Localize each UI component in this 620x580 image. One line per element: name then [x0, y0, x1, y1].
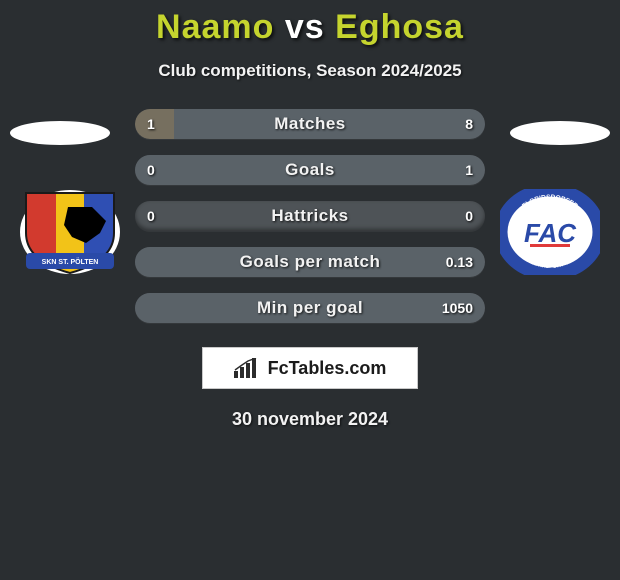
- stat-value-right: 1050: [442, 300, 473, 316]
- stat-bar: Goals per match 0.13: [135, 247, 485, 277]
- comparison-stage: SKN ST. PÖLTEN FLORIDSDORFER ATHLETIKSPO…: [0, 109, 620, 323]
- stat-bar: Min per goal 1050: [135, 293, 485, 323]
- logo-text: FcTables.com: [268, 358, 387, 379]
- page-title: Naamo vs Eghosa: [0, 0, 620, 47]
- stat-value-left: 1: [147, 116, 155, 132]
- club-badge-left: SKN ST. PÖLTEN: [20, 189, 120, 275]
- stat-bar: Goals 0 1: [135, 155, 485, 185]
- stat-value-left: 0: [147, 208, 155, 224]
- stat-value-right: 1: [465, 162, 473, 178]
- title-right: Eghosa: [335, 8, 464, 46]
- svg-text:SKN ST. PÖLTEN: SKN ST. PÖLTEN: [42, 257, 99, 266]
- flag-right: [510, 121, 610, 145]
- stat-value-right: 0: [465, 208, 473, 224]
- stat-value-right: 8: [465, 116, 473, 132]
- stat-label: Min per goal: [257, 298, 363, 318]
- stat-value-left: 0: [147, 162, 155, 178]
- flag-left: [10, 121, 110, 145]
- stat-label: Goals per match: [240, 252, 381, 272]
- club-badge-right: FLORIDSDORFER ATHLETIKSPORT-CLUB FAC: [500, 189, 600, 275]
- date-text: 30 november 2024: [0, 409, 620, 430]
- stat-value-right: 0.13: [446, 254, 473, 270]
- stat-bar: Matches 1 8: [135, 109, 485, 139]
- title-vs: vs: [285, 8, 325, 46]
- stat-label: Matches: [274, 114, 346, 134]
- stat-bars: Matches 1 8 Goals 0 1 Hattricks 0 0 Goals per mat…: [135, 109, 485, 323]
- bar-chart-icon: [234, 358, 262, 378]
- title-left: Naamo: [156, 8, 274, 46]
- stat-label: Hattricks: [271, 206, 348, 226]
- fctables-logo: FcTables.com: [202, 347, 418, 389]
- subtitle: Club competitions, Season 2024/2025: [0, 61, 620, 81]
- stat-bar: Hattricks 0 0: [135, 201, 485, 231]
- svg-text:FAC: FAC: [524, 218, 577, 248]
- stat-label: Goals: [285, 160, 335, 180]
